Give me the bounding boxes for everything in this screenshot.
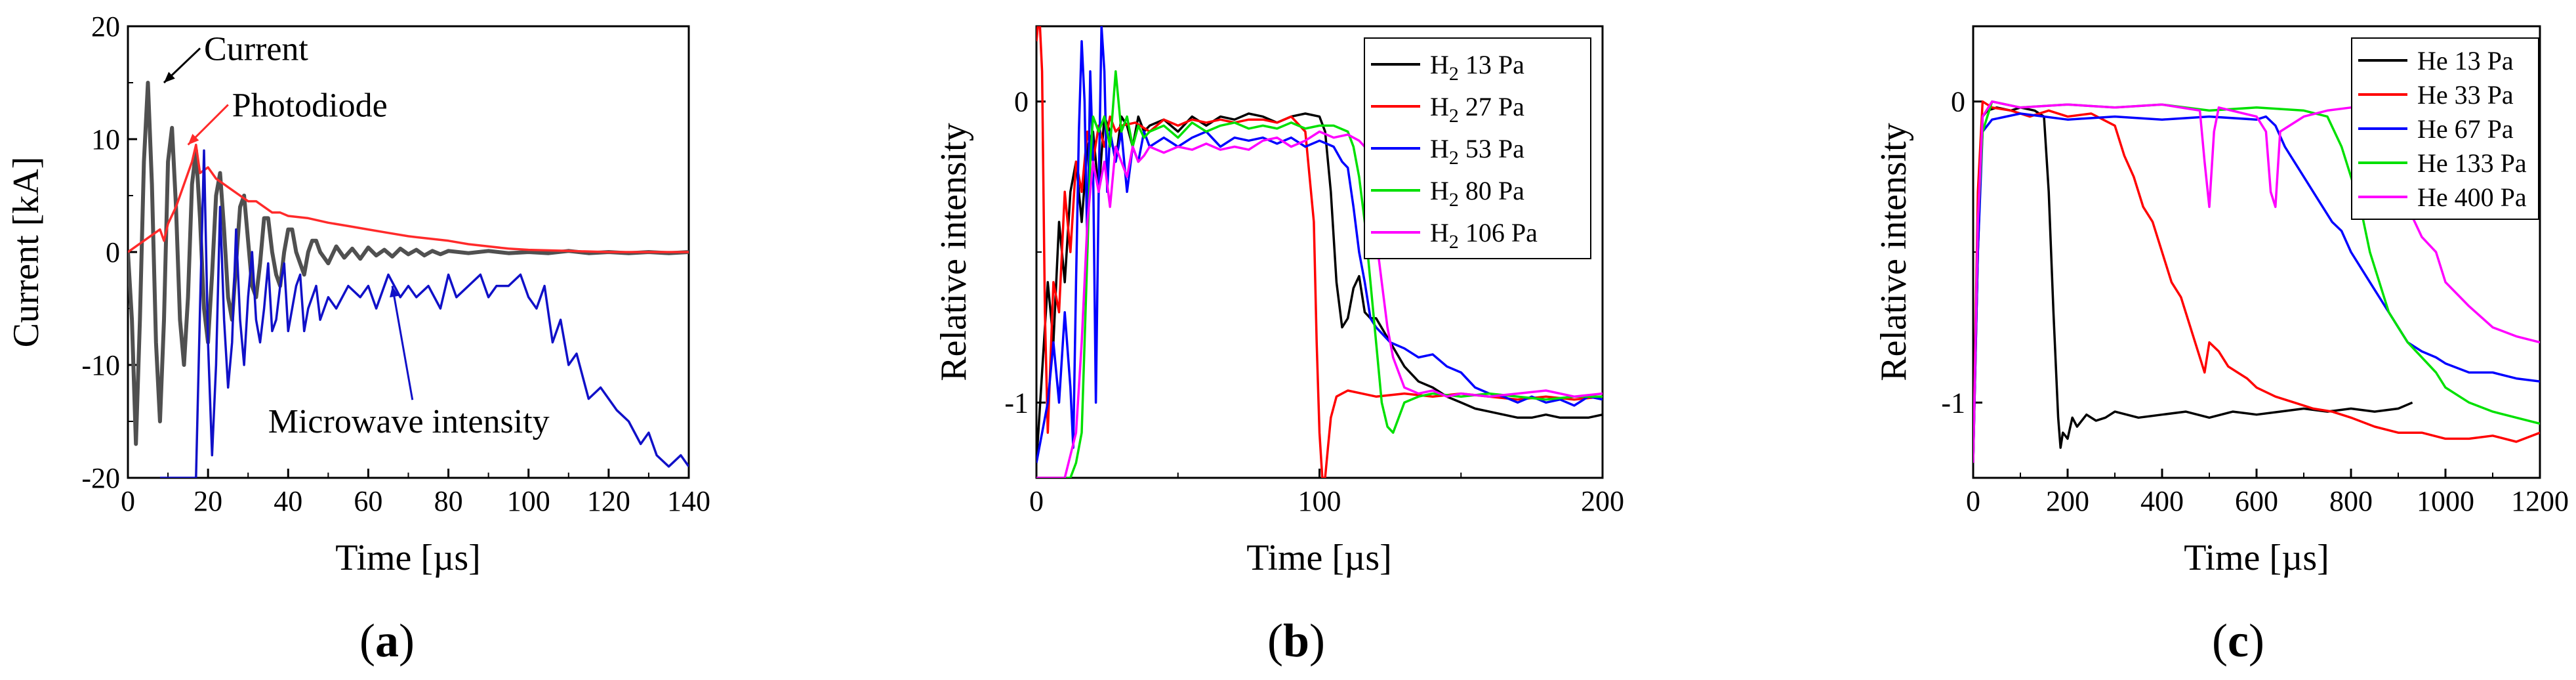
chart-b-xlabel: Time [µs] bbox=[1246, 538, 1392, 578]
legend-entry: H2 27 Pa bbox=[1430, 92, 1524, 127]
series-line-h2-106-pa bbox=[1036, 130, 1603, 478]
series-line-photodiode bbox=[128, 143, 689, 253]
legend-entry: H2 106 Pa bbox=[1430, 218, 1538, 253]
annotation-arrowhead bbox=[188, 133, 199, 145]
x-tick-label: 0 bbox=[121, 485, 135, 517]
annotation-arrowhead bbox=[163, 72, 175, 83]
chart-b: 0 100 200 -1 0 H2 13 Pa H2 27 Pa H2 53 Pa H2 80… bbox=[933, 25, 1624, 667]
x-tick-label: 1200 bbox=[2511, 485, 2569, 517]
x-tick-label: 0 bbox=[1029, 485, 1044, 517]
legend-entry: H2 13 Pa bbox=[1430, 50, 1524, 85]
y-tick-label: 20 bbox=[91, 11, 120, 43]
chart-b-series bbox=[1036, 26, 1603, 478]
x-tick-label: 200 bbox=[1581, 485, 1624, 517]
chart-c-ticks: 0 200 400 600 800 1000 1200 -1 0 bbox=[1941, 86, 2569, 517]
legend-entry: He 133 Pa bbox=[2417, 148, 2527, 178]
chart-b-ylabel: Relative intensity bbox=[933, 123, 974, 381]
annotation-microwave: Microwave intensity bbox=[268, 403, 550, 440]
x-tick-label: 60 bbox=[354, 485, 382, 517]
panel-label-b: (b) bbox=[1267, 614, 1325, 667]
series-line-microwave-intensity bbox=[159, 149, 689, 478]
x-tick-label: 800 bbox=[2329, 485, 2373, 517]
annotation-arrow-microwave bbox=[391, 286, 414, 400]
y-tick-label: 10 bbox=[91, 123, 120, 156]
chart-c: 0 200 400 600 800 1000 1200 -1 0 He 13 Pa He 33 P… bbox=[1873, 25, 2569, 667]
y-tick-label: 0 bbox=[106, 236, 120, 268]
legend-entry: H2 53 Pa bbox=[1430, 134, 1524, 169]
legend-entry: He 33 Pa bbox=[2417, 80, 2514, 110]
chart-c-xlabel: Time [µs] bbox=[2184, 538, 2329, 578]
series-line-current bbox=[128, 81, 689, 446]
series-line-he-67-pa bbox=[1973, 112, 2540, 463]
chart-c-ylabel: Relative intensity bbox=[1873, 123, 1914, 381]
x-tick-label: 120 bbox=[587, 485, 630, 517]
x-tick-label: 100 bbox=[1298, 485, 1341, 517]
x-tick-label: 200 bbox=[2046, 485, 2089, 517]
chart-a-ylabel: Current [kA] bbox=[6, 157, 47, 348]
y-tick-label: -10 bbox=[81, 349, 120, 381]
chart-a: 0 20 40 60 80 100 120 140 -20 -10 0 10 20 Current Ph… bbox=[6, 11, 710, 667]
chart-a-series bbox=[128, 81, 689, 478]
x-tick-label: 140 bbox=[667, 485, 710, 517]
panel-label-a: (a) bbox=[359, 614, 415, 667]
annotation-arrowhead bbox=[390, 286, 399, 298]
y-tick-label: -1 bbox=[1941, 387, 1965, 419]
series-line-h2-80-pa bbox=[1036, 70, 1603, 478]
x-tick-label: 1000 bbox=[2417, 485, 2474, 517]
legend-entry: H2 80 Pa bbox=[1430, 176, 1524, 211]
x-tick-label: 0 bbox=[1966, 485, 1980, 517]
legend-entry: He 13 Pa bbox=[2417, 46, 2514, 75]
series-line-h2-53-pa bbox=[1036, 26, 1603, 463]
annotation-photodiode: Photodiode bbox=[232, 87, 388, 125]
y-tick-label: -20 bbox=[81, 462, 120, 494]
x-tick-label: 600 bbox=[2235, 485, 2278, 517]
chart-a-ticks: 0 20 40 60 80 100 120 140 -20 -10 0 10 20 bbox=[81, 11, 710, 517]
chart-b-legend: H2 13 Pa H2 27 Pa H2 53 Pa H2 80 Pa H2 106 P… bbox=[1364, 37, 1591, 259]
series-line-he-33-pa bbox=[1973, 100, 2540, 463]
x-tick-label: 100 bbox=[507, 485, 550, 517]
y-tick-label: 0 bbox=[1014, 86, 1029, 118]
x-tick-label: 400 bbox=[2140, 485, 2184, 517]
annotation-current: Current bbox=[204, 31, 308, 68]
series-line-he-13-pa bbox=[1973, 106, 2413, 463]
legend-entry: He 400 Pa bbox=[2417, 182, 2527, 212]
x-tick-label: 20 bbox=[194, 485, 222, 517]
legend-entry: He 67 Pa bbox=[2417, 114, 2514, 144]
y-tick-label: 0 bbox=[1951, 86, 1965, 118]
x-tick-label: 80 bbox=[434, 485, 463, 517]
chart-c-legend: He 13 Pa He 33 Pa He 67 Pa He 133 Pa He 400 … bbox=[2351, 37, 2539, 220]
panel-label-c: (c) bbox=[2212, 614, 2264, 667]
x-tick-label: 40 bbox=[274, 485, 302, 517]
y-tick-label: -1 bbox=[1004, 387, 1029, 419]
series-line-he-400-pa bbox=[1973, 100, 2540, 463]
chart-b-ticks: 0 100 200 -1 0 bbox=[1004, 86, 1624, 517]
chart-a-annotations: Current Photodiode Microwave intensity bbox=[163, 31, 550, 440]
chart-a-xlabel: Time [µs] bbox=[335, 538, 481, 578]
